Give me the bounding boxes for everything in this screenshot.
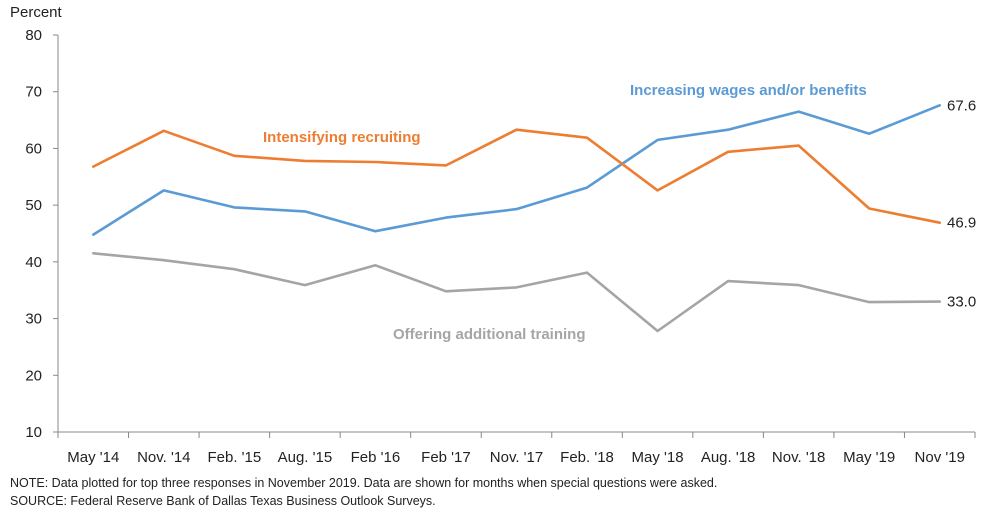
y-tick-label: 70 (25, 84, 42, 101)
x-tick-label: Nov '19 (915, 449, 965, 466)
y-ticks: 10 20 30 40 50 60 70 80 (25, 27, 58, 441)
y-tick-label: 60 (25, 140, 42, 157)
x-tick-label: Nov. '17 (490, 449, 543, 466)
series-label: Increasing wages and/or benefits (630, 82, 867, 99)
y-tick-label: 50 (25, 197, 42, 214)
note-text: NOTE: Data plotted for top three respons… (10, 476, 718, 490)
x-tick-label: Feb '16 (351, 449, 401, 466)
x-ticks: May '14 Nov. '14 Feb. '15 Aug. '15 Feb '16 Fe… (57, 432, 976, 466)
x-tick-label: Nov. '18 (772, 449, 825, 466)
end-value-label: 67.6 (947, 97, 976, 114)
end-value-label: 33.0 (947, 294, 976, 311)
y-tick-label: 80 (25, 27, 42, 44)
series-label: Intensifying recruiting (263, 129, 421, 146)
x-tick-label: May '18 (632, 449, 684, 466)
y-tick-label: 10 (25, 424, 42, 441)
x-tick-label: Feb. '15 (207, 449, 261, 466)
x-tick-label: Nov. '14 (137, 449, 190, 466)
series-line (92, 104, 942, 236)
series-labels: Increasing wages and/or benefits Intensif… (263, 82, 867, 343)
x-tick-label: Aug. '18 (701, 449, 756, 466)
y-tick-label: 30 (25, 311, 42, 328)
series-lines (92, 104, 942, 333)
y-tick-label: 20 (25, 367, 42, 384)
x-tick-label: May '14 (67, 449, 119, 466)
series-line (92, 128, 942, 224)
line-chart: Percent 10 20 30 40 50 60 70 80 May '14 Nov. '14… (10, 4, 976, 466)
axes (57, 35, 975, 433)
x-tick-label: May '19 (843, 449, 895, 466)
end-value-label: 46.9 (947, 215, 976, 232)
series-line (92, 252, 942, 333)
y-tick-label: 40 (25, 254, 42, 271)
series-label: Offering additional training (393, 326, 586, 343)
x-tick-label: Feb '17 (421, 449, 471, 466)
x-tick-label: Feb. '18 (560, 449, 614, 466)
y-axis-title: Percent (10, 4, 63, 21)
end-value-labels: 67.6 46.9 33.0 (947, 97, 976, 310)
x-tick-label: Aug. '15 (278, 449, 333, 466)
source-text: SOURCE: Federal Reserve Bank of Dallas T… (10, 494, 436, 508)
footnotes: NOTE: Data plotted for top three respons… (10, 474, 717, 510)
